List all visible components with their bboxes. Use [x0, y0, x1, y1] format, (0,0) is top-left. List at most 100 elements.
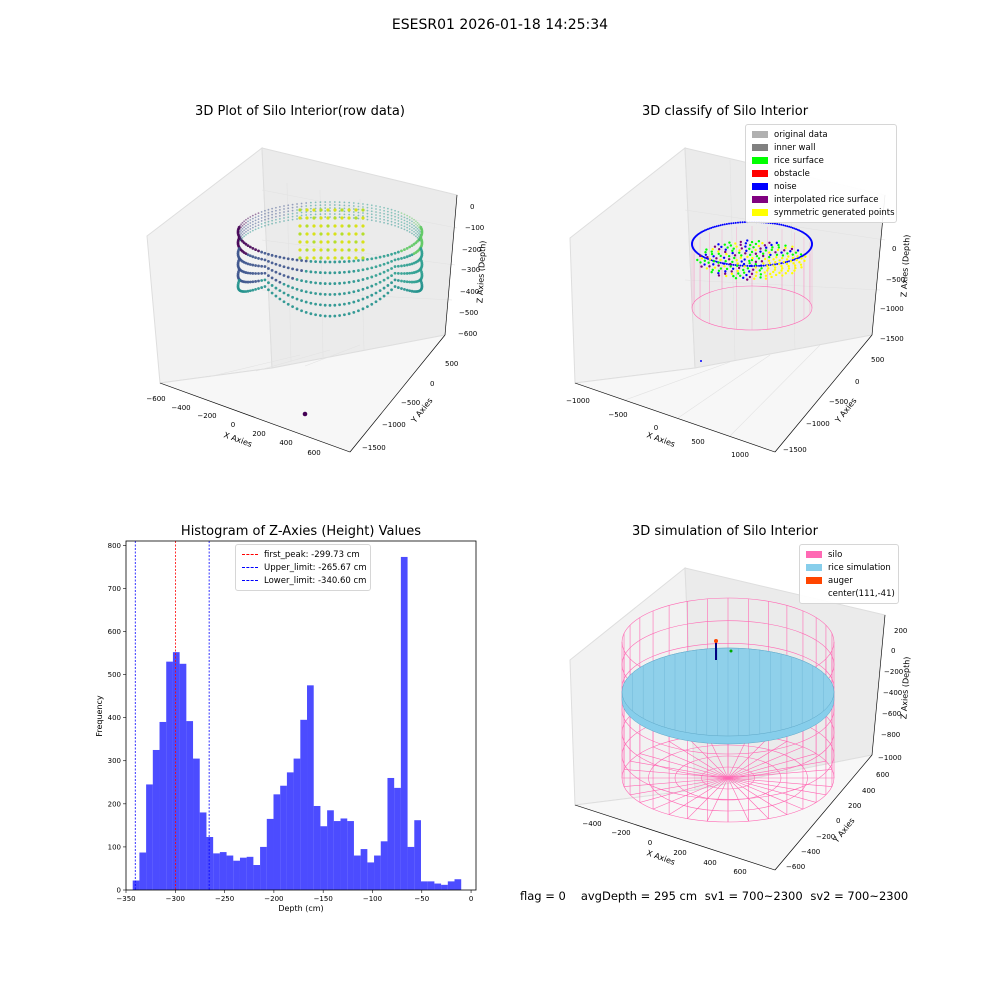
classify-ytick: 500 — [871, 356, 884, 364]
raw-point — [251, 217, 254, 220]
raw-point — [326, 232, 330, 236]
raw-point — [251, 255, 255, 259]
legend-swatch — [806, 564, 822, 571]
raw-point — [338, 271, 342, 274]
legend-label: Upper_limit: -265.67 cm — [264, 562, 367, 573]
classify-surface-point — [739, 243, 742, 247]
classify-surface-point — [748, 261, 751, 265]
raw-point — [267, 288, 270, 292]
raw-point — [333, 208, 337, 212]
classify-surface-point — [796, 249, 800, 252]
raw-point — [314, 204, 317, 207]
classify-surface-point — [751, 268, 755, 271]
classify-surface-point — [744, 252, 747, 255]
raw-point — [275, 212, 277, 215]
classify-surface-point — [710, 252, 714, 256]
classify-plot-title: 3D classify of Silo Interior — [641, 104, 809, 119]
classify-surface-point — [759, 250, 762, 253]
histogram-title: Histogram of Z-Axies (Height) Values — [180, 524, 422, 539]
raw-point — [245, 233, 247, 236]
raw-point — [340, 216, 344, 220]
classify-surface-point — [799, 253, 803, 256]
simulation-xtick: −200 — [611, 829, 630, 837]
simulation-ztick: −400 — [883, 689, 902, 697]
raw-point — [314, 213, 317, 216]
raw-point — [396, 271, 400, 275]
classify-surface-point — [769, 253, 772, 257]
auger-point — [714, 639, 718, 643]
raw-point — [328, 260, 332, 264]
raw-point — [251, 223, 254, 226]
raw-ytick: −500 — [401, 399, 420, 407]
classify-noise-point — [791, 226, 794, 229]
classify-surface-point — [710, 270, 713, 274]
raw-point — [408, 216, 411, 218]
raw-point — [291, 218, 294, 221]
classify-surface-point — [743, 265, 746, 268]
histogram-ytick: 200 — [108, 800, 121, 808]
classify-surface-point — [772, 270, 775, 274]
classify-noise-point — [789, 226, 792, 229]
raw-point — [274, 278, 278, 282]
classify-surface-point — [699, 261, 702, 264]
raw-point — [361, 216, 365, 220]
raw-point — [278, 217, 281, 220]
raw-point — [319, 204, 322, 207]
raw-point — [394, 221, 396, 224]
classify-surface-point — [773, 268, 777, 272]
histogram-bar — [414, 820, 421, 890]
classify-surface-point — [734, 242, 737, 245]
raw-point — [405, 288, 409, 292]
histogram-ytick: 500 — [108, 671, 121, 679]
raw-point — [347, 301, 351, 305]
simulation-ytick: −600 — [786, 863, 805, 871]
classify-noise-point — [798, 256, 801, 259]
legend-item: auger — [806, 574, 892, 587]
raw-point — [267, 274, 270, 278]
classify-surface-point — [781, 274, 784, 277]
raw-point — [370, 302, 374, 306]
raw-point — [414, 229, 417, 232]
raw-point — [300, 299, 303, 303]
classify-surface-point — [787, 267, 791, 270]
raw-point — [403, 264, 406, 267]
classify-surface-point — [777, 243, 780, 247]
classify-noise-point — [736, 221, 739, 224]
raw-point — [300, 214, 303, 217]
raw-point — [417, 232, 420, 235]
classify-surface-point — [732, 247, 735, 250]
classify-surface-point — [722, 262, 726, 265]
classify-noise-point — [712, 226, 715, 229]
raw-point — [247, 232, 249, 235]
raw-point — [305, 214, 308, 216]
raw-point — [375, 220, 377, 222]
raw-point — [419, 233, 421, 236]
raw-point — [239, 239, 241, 242]
raw-point — [412, 290, 416, 293]
raw-point — [324, 201, 327, 203]
raw-point — [378, 255, 382, 259]
histogram-bar — [266, 818, 274, 890]
raw-point — [300, 309, 303, 313]
classify-surface-point — [759, 264, 763, 267]
raw-point — [396, 264, 400, 268]
classify-surface-point — [730, 270, 733, 273]
raw-point — [414, 232, 417, 235]
legend-label: original data — [774, 129, 828, 140]
classify-surface-point — [746, 255, 749, 259]
raw-y-ticks: 500 0 −500 −1000 −1500 — [362, 360, 458, 452]
classify-surface-point — [717, 248, 721, 251]
raw-point — [386, 261, 390, 265]
raw-point — [408, 263, 412, 266]
raw-point — [405, 246, 409, 250]
raw-point — [378, 272, 382, 276]
classify-surface-point — [757, 240, 761, 243]
classify-noise-point — [705, 228, 708, 231]
classify-surface-point — [717, 243, 720, 246]
raw-point — [291, 203, 294, 206]
simulation-xtick: 600 — [733, 868, 746, 875]
classify-surface-point — [707, 261, 710, 264]
raw-point — [411, 220, 413, 223]
classify-surface-point — [744, 242, 748, 245]
raw-point — [413, 221, 415, 224]
